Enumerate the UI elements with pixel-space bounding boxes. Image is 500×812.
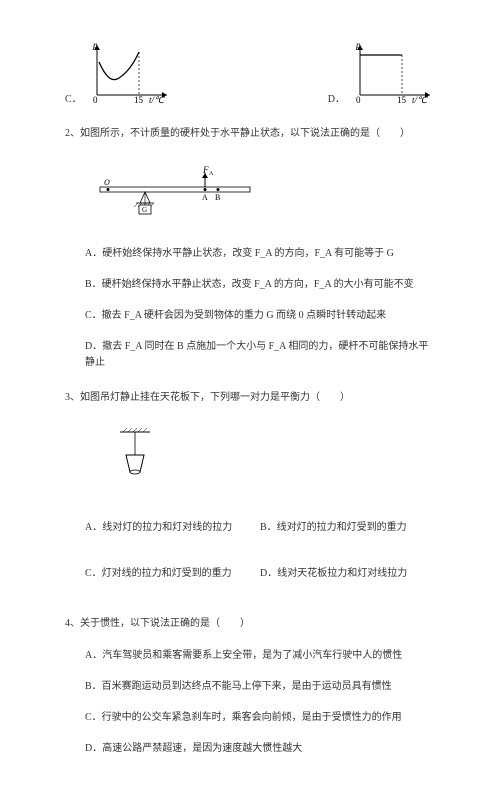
q3-options: A．线对灯的拉力和灯对线的拉力 B．线对灯的拉力和灯受到的重力 C．灯对线的拉力… [85, 505, 435, 597]
graph-c-svg: p 0 15 t/℃ [87, 40, 172, 105]
q2-stem: 2、如图所示，不计质量的硬杆处于水平静止状态，以下说法正确的是（ ） [65, 125, 435, 143]
q2-opt-d: D．撤去 F_A 同时在 B 点施加一个大小与 F_A 相同的力，硬杆不可能保持… [85, 339, 435, 371]
svg-text:A: A [209, 171, 214, 177]
graph-c: C． p 0 15 t/℃ [65, 40, 172, 105]
q3-opt-d: D．线对天花板拉力和灯对线拉力 [260, 566, 435, 582]
p-label: p [355, 40, 361, 50]
svg-text:O: O [104, 178, 110, 187]
graph-d-label: D． [328, 90, 345, 105]
x-axis: t/℃ [149, 95, 165, 105]
q3-stem: 3、如图吊灯静止挂在天花板下，下列哪一对力是平衡力（ ） [65, 389, 435, 407]
svg-text:B: B [215, 193, 220, 202]
zero: 0 [356, 95, 361, 105]
q2-opt-b: B．硬杆始终保持水平静止状态，改变 F_A 的方向，F_A 的大小有可能不变 [85, 277, 435, 293]
q3-opt-a: A．线对灯的拉力和灯对线的拉力 [85, 520, 260, 536]
graph-d: D． p 0 15 t/℃ [328, 40, 435, 105]
svg-text:A: A [202, 193, 208, 202]
x-tick: 15 [397, 95, 407, 105]
p-label: p [92, 40, 98, 50]
q4-opt-d: D．高速公路严禁超速，是因为速度越大惯性越大 [85, 741, 435, 757]
graph-d-svg: p 0 15 t/℃ [350, 40, 435, 105]
q4-opt-b: B．百米赛跑运动员到达终点不能马上停下来，是由于运动员具有惯性 [85, 679, 435, 695]
q2-options: A．硬杆始终保持水平静止状态，改变 F_A 的方向，F_A 有可能等于 G B．… [85, 246, 435, 371]
x-tick: 15 [134, 95, 144, 105]
q3-opt-c: C．灯对线的拉力和灯受到的重力 [85, 566, 260, 582]
q4-opt-c: C．行驶中的公交车紧急刹车时，乘客会向前倾，是由于受惯性力的作用 [85, 710, 435, 726]
q2-diagram: F A O A B G [90, 163, 435, 226]
q3-opt-b: B．线对灯的拉力和灯受到的重力 [260, 520, 435, 536]
x-axis: t/℃ [412, 95, 428, 105]
q4-opt-a: A．汽车驾驶员和乘客需要系上安全带，是为了减小汽车行驶中人的惯性 [85, 648, 435, 664]
zero: 0 [93, 95, 98, 105]
graph-row: C． p 0 15 t/℃ D． p 0 15 t/℃ [65, 40, 435, 105]
q2-opt-a: A．硬杆始终保持水平静止状态，改变 F_A 的方向，F_A 有可能等于 G [85, 246, 435, 262]
q3-diagram [115, 427, 435, 485]
graph-c-label: C． [65, 90, 82, 105]
q4-options: A．汽车驾驶员和乘客需要系上安全带，是为了减小汽车行驶中人的惯性 B．百米赛跑运… [85, 648, 435, 757]
svg-text:G: G [142, 206, 147, 214]
q2-opt-c: C．撤去 F_A 硬杆会因为受到物体的重力 G 而绕 0 点瞬时针转动起来 [85, 308, 435, 324]
q4-stem: 4、关于惯性，以下说法正确的是（ ） [65, 615, 435, 633]
